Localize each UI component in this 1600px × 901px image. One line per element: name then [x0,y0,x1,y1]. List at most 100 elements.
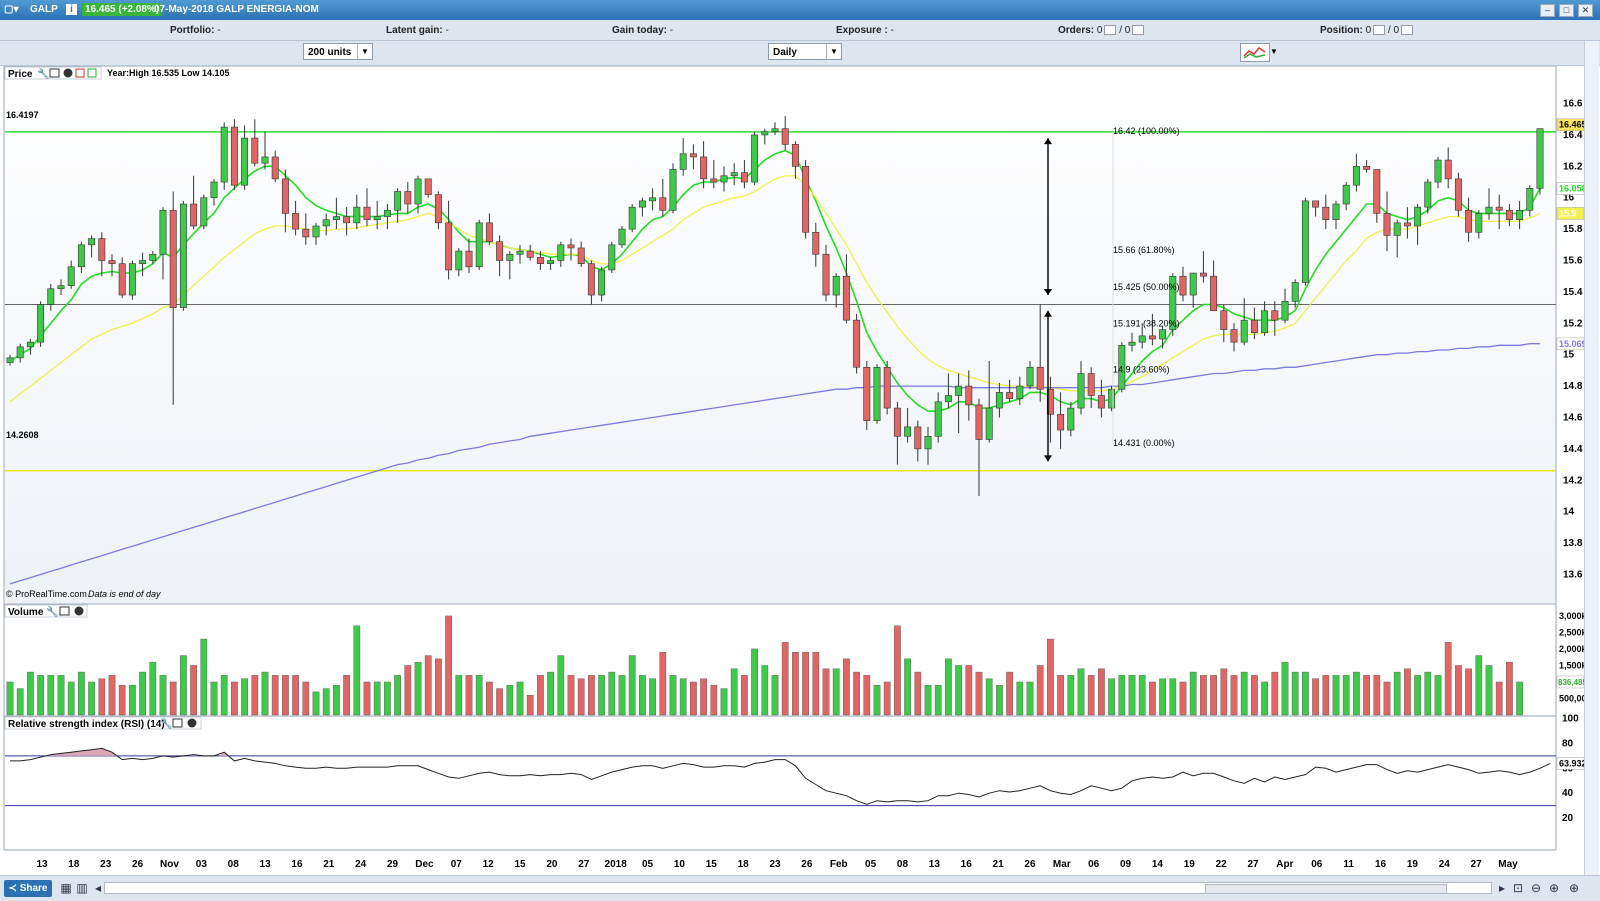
volume-bar [975,671,983,716]
position-stat: Position: 0 / 0 [1320,25,1414,36]
candle-body [1057,414,1065,431]
candle-body [271,156,279,180]
x-tick-label: 06 [1088,859,1100,870]
candle-body [700,156,708,180]
wrench-icon[interactable]: 🔧 [37,67,49,80]
position-link-icon[interactable] [1401,25,1414,36]
candle-body [373,216,381,221]
interval-dropdown[interactable]: Daily ▼ [768,43,842,60]
candle-body [1342,184,1350,205]
volume-bar [465,675,473,716]
volume-bar [832,668,840,716]
volume-bar [945,658,952,716]
candle-body [1148,335,1156,340]
window-menu-icon[interactable]: ▢▾ [4,4,19,15]
volume-bar [343,675,350,716]
crosshair-icon[interactable]: ⊕ [1568,881,1580,895]
volume-bar [47,675,55,716]
maximize-button[interactable]: □ [1559,4,1574,17]
chart-type-icon[interactable] [1240,43,1270,62]
position-icon[interactable] [1373,25,1386,36]
x-tick-label: 2018 [605,859,628,870]
calendar-icon[interactable]: ▦ [60,881,72,895]
scroll-left-icon[interactable]: ◂ [94,881,102,895]
candle-body [220,126,228,183]
volume-bar [16,688,24,716]
scroll-right-icon[interactable]: ▸ [1498,881,1506,895]
volume-bar [792,652,799,716]
candle-body [536,257,544,264]
volume-bar [98,678,106,716]
price-tick-label: 16.4 [1563,130,1583,141]
bar-chart-icon[interactable]: ▥ [76,881,88,895]
candle-body [598,269,606,296]
ma-long-tag: 15.069 [1559,339,1584,349]
scrollbar-thumb[interactable] [1205,884,1447,894]
units-dropdown[interactable]: 200 units ▼ [303,43,373,60]
candle-body [1403,222,1411,227]
volume-bar [863,675,871,716]
zoom-in-icon[interactable]: ⊕ [1548,881,1560,895]
volume-bar [1281,661,1289,716]
volume-bar [261,671,269,716]
window-icon[interactable] [49,68,60,78]
close-circle-icon[interactable] [74,606,84,616]
candle-body [1516,209,1524,221]
candle-body [1087,373,1095,396]
candle-body [1016,385,1024,399]
up-arrow-icon[interactable] [87,68,97,78]
x-tick-label: 07 [451,859,463,870]
window-icon[interactable] [172,718,183,728]
orders-icon[interactable] [1104,25,1117,36]
volume-bar [1291,671,1299,716]
volume-bar [710,685,718,716]
candle-body [1138,335,1146,343]
horizontal-scrollbar[interactable] [104,882,1492,894]
down-arrow-icon[interactable] [75,68,85,78]
ma-long-tag-box [1556,337,1584,351]
candle-body [914,426,922,450]
fib-level-label: 15.66 (61.80%) [1113,245,1175,255]
candle-body [853,319,861,368]
volume-bar [618,675,626,716]
candle-body [1322,206,1330,221]
zoom-fit-icon[interactable]: ⊡ [1512,881,1524,895]
share-button[interactable]: ≺ Share [4,880,52,897]
vertical-scrollbar[interactable] [1584,41,1599,875]
chevron-down-icon[interactable]: ▼ [1270,47,1278,56]
latent-gain-stat: Latent gain: - [386,25,449,36]
close-button[interactable]: ✕ [1578,4,1593,17]
candle-body [210,181,218,199]
candle-body [802,166,810,233]
x-tick-label: 08 [897,859,909,870]
volume-bar [1179,681,1187,716]
orders-link-icon[interactable] [1132,25,1145,36]
minimize-button[interactable]: – [1540,4,1555,17]
volume-bar [1455,665,1462,716]
candle-body [88,238,96,246]
wrench-icon[interactable]: 🔧 [46,605,58,618]
volume-bar [924,685,932,716]
symbol-name[interactable]: GALP [30,4,58,15]
info-icon[interactable]: i [66,4,77,15]
rsi-line [10,747,1551,805]
candle-body [6,357,14,363]
candle-body [1179,275,1187,296]
rsi-y-axis: 1008060402063.932 [1556,714,1584,824]
candle-body [720,175,728,183]
date-and-company: 07-May-2018 GALP ENERGIA-NOM [154,4,319,15]
candle-body [628,206,636,230]
window-icon[interactable] [59,606,70,616]
price-y-axis: 13.6 13.8 14 14.2 14.4 14.6 14.8 15 15.2 15.4 15.6… [1563,99,1583,581]
close-circle-icon[interactable] [187,718,197,728]
chevron-down-icon: ▼ [826,44,841,59]
zoom-out-icon[interactable]: ⊖ [1530,881,1542,895]
rsi-overbought-fill [45,748,230,756]
close-circle-icon[interactable] [63,68,73,78]
price-tick-label: 14.2 [1563,475,1583,486]
volume-bar [720,688,728,716]
wrench-icon[interactable]: 🔧 [160,717,172,730]
volume-bar [435,658,442,716]
candle-body [557,244,565,261]
